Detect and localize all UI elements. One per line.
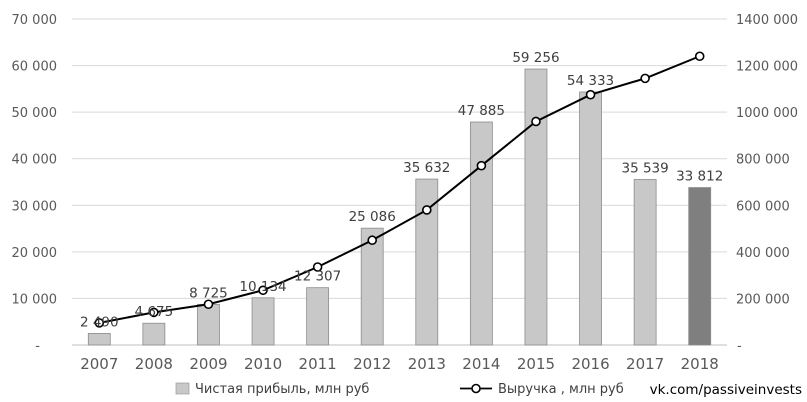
x-tick-label-2010: 2010 xyxy=(244,355,282,373)
line-point-2017 xyxy=(640,73,650,84)
legend-label-bars: Чистая прибыль, млн руб xyxy=(195,382,369,397)
bar-2017 xyxy=(633,179,657,346)
right-axis-tick-label: 1000 000 xyxy=(736,106,798,121)
data-label-2015: 59 256 xyxy=(512,50,559,66)
left-axis-tick-labels: - 10 000 20 000 30 000 40 000 50 000 60 000 70 … xyxy=(12,13,58,354)
left-axis-tick-label: 50 000 xyxy=(12,106,58,121)
bar-2009 xyxy=(197,303,220,346)
revenue-line xyxy=(99,55,701,324)
bar-2014 xyxy=(469,121,493,346)
x-tick-label-2014: 2014 xyxy=(462,355,500,373)
data-label-2016: 54 333 xyxy=(567,73,614,89)
legend-swatch-bars xyxy=(175,382,190,395)
gridlines xyxy=(72,18,727,346)
bar-2008 xyxy=(142,322,166,346)
x-tick-label-2016: 2016 xyxy=(571,355,609,373)
line-point-2009 xyxy=(203,299,214,310)
right-axis-tick-label: 600 000 xyxy=(736,199,790,214)
bar-2015 xyxy=(524,68,548,346)
line-series xyxy=(94,51,705,328)
right-axis-tick-label: 800 000 xyxy=(736,153,790,168)
credit-text: vk.com/passiveinvests xyxy=(650,382,802,398)
data-label-2007: 2 490 xyxy=(80,314,119,330)
bar-2011 xyxy=(306,287,330,346)
data-label-2014: 47 885 xyxy=(458,103,505,119)
bar-2013 xyxy=(415,178,439,346)
data-label-2010: 10 134 xyxy=(239,279,286,295)
x-tick-label-2015: 2015 xyxy=(517,355,555,373)
line-point-2016 xyxy=(585,89,596,100)
legend: Чистая прибыль, млн руб Выручка , млн ру… xyxy=(175,382,624,397)
left-axis-tick-label: 60 000 xyxy=(12,60,58,75)
x-tick-label-2018: 2018 xyxy=(681,355,719,373)
line-point-2011 xyxy=(312,262,323,272)
left-axis-tick-label: 10 000 xyxy=(12,292,58,307)
bar-2007 xyxy=(87,333,111,346)
bar-2012 xyxy=(360,227,384,346)
left-axis-tick-label: 30 000 xyxy=(12,199,58,214)
data-label-2009: 8 725 xyxy=(189,285,228,301)
line-point-2010 xyxy=(258,285,268,296)
data-label-2018: 33 812 xyxy=(676,169,723,185)
line-point-2008 xyxy=(149,307,159,318)
line-point-2013 xyxy=(421,205,432,215)
x-tick-label-2013: 2013 xyxy=(408,355,446,373)
data-labels: 2 490 4 675 8 725 10 134 12 307 25 086 35 632 4… xyxy=(80,50,723,330)
data-label-2008: 4 675 xyxy=(135,304,174,320)
bar-2018 xyxy=(688,187,712,346)
left-axis-tick-label: 20 000 xyxy=(12,246,58,261)
right-axis-tick-labels: - 200 000 400 000 600 000 800 000 1000 000 120… xyxy=(736,13,798,354)
data-label-2017: 35 539 xyxy=(622,160,669,176)
x-tick-label-2007: 2007 xyxy=(80,355,118,373)
x-tick-label-2012: 2012 xyxy=(353,355,391,373)
bar-series xyxy=(87,68,712,346)
line-point-2015 xyxy=(531,116,541,127)
right-axis-tick-label: 200 000 xyxy=(736,292,790,307)
left-axis-tick-label: 70 000 xyxy=(12,13,58,28)
x-tick-label-2008: 2008 xyxy=(135,355,173,373)
right-axis-tick-label: 400 000 xyxy=(736,246,790,261)
right-axis-tick-label: - xyxy=(737,339,742,354)
x-tick-label-2009: 2009 xyxy=(189,355,227,373)
bar-2016 xyxy=(579,91,602,346)
right-axis-tick-label: 1400 000 xyxy=(736,13,798,28)
data-label-2011: 12 307 xyxy=(294,269,341,285)
line-point-2014 xyxy=(476,160,487,171)
line-point-2007 xyxy=(94,318,105,328)
right-axis-tick-label: 1200 000 xyxy=(736,60,798,75)
data-label-2012: 25 086 xyxy=(349,209,396,225)
x-axis-tick-labels: 2007 2008 2009 2010 2011 2012 2013 2014 2015 2016… xyxy=(80,355,719,373)
legend-marker-swatch xyxy=(471,383,481,394)
x-tick-label-2017: 2017 xyxy=(626,355,664,373)
bar-2010 xyxy=(251,297,275,346)
data-label-2013: 35 632 xyxy=(403,160,450,176)
line-point-2012 xyxy=(367,235,378,246)
left-axis-tick-label: - xyxy=(35,339,40,354)
legend-label-line: Выручка , млн руб xyxy=(498,382,624,397)
line-point-2018 xyxy=(694,51,705,62)
x-tick-label-2011: 2011 xyxy=(299,355,337,373)
left-axis-tick-label: 40 000 xyxy=(12,153,58,168)
